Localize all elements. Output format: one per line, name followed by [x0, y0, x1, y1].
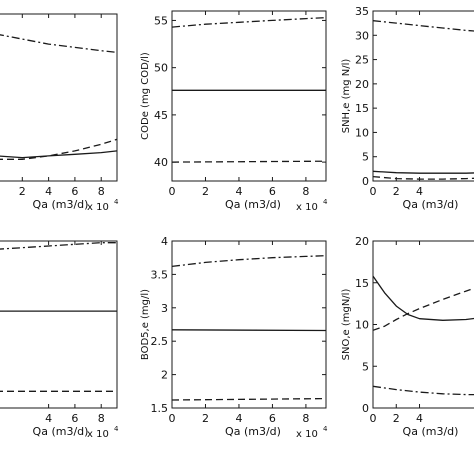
- chart-1-x-multiplier-exponent: 4: [114, 198, 119, 206]
- chart-5-y-tick-label: 4: [161, 235, 168, 248]
- chart-5-series-group: [172, 255, 326, 401]
- chart-5-y-tick-label: 2.5: [151, 335, 169, 348]
- chart-4-x-multiplier-exponent: 4: [114, 425, 119, 433]
- chart-2-x-axis-label: Qa (m3/d): [225, 198, 281, 211]
- chart-6-series-3-dashdot-line: [373, 385, 474, 396]
- chart-5-x-tick-label: 0: [169, 412, 176, 425]
- chart-6-series-group: [373, 275, 474, 396]
- chart-6-series-1-solid-line: [373, 275, 474, 321]
- chart-1-x-tick-label: 6: [71, 185, 78, 198]
- chart-6-series-2-dashed-line: [373, 287, 474, 331]
- chart-2-x-tick-label: 4: [235, 185, 242, 198]
- chart-3-y-axis-label: SNH,e (mg N/l): [341, 59, 352, 134]
- chart-2-x-tick-label: 2: [202, 185, 209, 198]
- chart-5-x-multiplier: x 10: [296, 429, 318, 440]
- chart-3-series-2-solid-line: [373, 170, 474, 174]
- chart-2-series-1-dashdot-line: [172, 16, 326, 28]
- chart-1-x-axis-label: Qa (m3/d): [33, 198, 89, 211]
- chart-3-y-tick-label: 15: [355, 102, 369, 115]
- chart-4-x-tick-label: 4: [45, 412, 52, 425]
- chart-5-x-tick-label: 6: [269, 412, 276, 425]
- chart-5-x-axis-label: Qa (m3/d): [225, 425, 281, 438]
- chart-2-y-tick-label: 40: [154, 156, 168, 169]
- chart-1-plot-frame: [0, 13, 118, 182]
- chart-2-x-tick-label: 6: [269, 185, 276, 198]
- chart-6-x-tick-label: 0: [370, 412, 377, 425]
- chart-2-plot-frame: [171, 10, 327, 182]
- chart-1-panel: 2 4 6 8 Qa (m3/d)x 10 4: [0, 13, 119, 213]
- chart-5-plot-frame: [171, 240, 327, 409]
- chart-6-x-tick-label: 4: [416, 412, 423, 425]
- chart-3-x-tick-label: 0: [370, 185, 377, 198]
- chart-6-x-axis-label: Qa (m3/d): [403, 425, 459, 438]
- chart-6-x-tick-label: 2: [393, 412, 400, 425]
- chart-5-series-2-solid-line: [172, 329, 326, 332]
- chart-4-series-1-dashdot-line: [0, 242, 117, 250]
- chart-4-x-tick-label: 6: [71, 412, 78, 425]
- chart-6-y-tick-label: 15: [355, 277, 369, 290]
- chart-3-y-tick-label: 0: [362, 175, 369, 188]
- chart-3-series-group: [373, 20, 474, 180]
- chart-3-x-axis-label: Qa (m3/d): [403, 198, 459, 211]
- chart-2-y-tick-label: 50: [154, 62, 168, 75]
- chart-4-x-tick-label: 8: [98, 412, 105, 425]
- chart-3-series-3-dashed-line: [373, 175, 474, 180]
- chart-1-x-tick-label: 4: [45, 185, 52, 198]
- chart-2-y-axis-label: CODe (mg COD/l): [140, 52, 151, 140]
- chart-1-x-tick-label: 2: [19, 185, 26, 198]
- chart-5-y-tick-label: 1.5: [151, 402, 169, 415]
- chart-6-y-tick-label: 0: [362, 402, 369, 415]
- chart-4-series-group: [0, 242, 117, 392]
- chart-1-series-2-dashed-line: [0, 138, 117, 160]
- chart-5-y-axis-label: BOD5,e (mg/l): [140, 289, 151, 360]
- chart-5-y-tick-label: 3.5: [151, 268, 169, 281]
- chart-2-x-tick-label: 8: [302, 185, 309, 198]
- chart-1-x-tick-label: 8: [98, 185, 105, 198]
- chart-6-y-axis-label: SNO,e (mgN/l): [341, 289, 352, 361]
- chart-3-plot-frame: [372, 10, 474, 182]
- chart-6-y-tick-label: 10: [355, 319, 369, 332]
- chart-2-series-group: [172, 16, 326, 163]
- chart-6-panel: 0 2 4 0 5 10 15 20 Qa (m3/d) SNO,e (mgN/l): [341, 235, 474, 438]
- chart-2-panel: 0 2 4 6 8 40 45 50 55 Qa (m3/d) x 10 4 CODe (mg COD/…: [140, 10, 328, 213]
- chart-4-x-axis-label: Qa (m3/d): [33, 425, 89, 438]
- chart-3-x-tick-label: 4: [416, 185, 423, 198]
- chart-6-y-tick-label: 5: [362, 360, 369, 373]
- chart-1-series-3-solid-line: [0, 150, 117, 159]
- chart-2-series-3-dashed-line: [172, 160, 326, 163]
- chart-5-series-3-dashed-line: [172, 397, 326, 401]
- chart-5-x-tick-label: 4: [235, 412, 242, 425]
- chart-6-y-tick-label: 20: [355, 235, 369, 248]
- chart-5-series-1-dashdot-line: [172, 255, 326, 268]
- chart-2-y-tick-label: 55: [154, 14, 168, 27]
- chart-4-x-multiplier: x 10: [87, 429, 109, 440]
- chart-1-x-multiplier: x 10: [87, 202, 109, 213]
- chart-2-x-multiplier-exponent: 4: [323, 198, 328, 206]
- chart-2-y-tick-label: 45: [154, 109, 168, 122]
- chart-3-y-tick-label: 20: [355, 78, 369, 91]
- chart-3-y-tick-label: 30: [355, 29, 369, 42]
- chart-3-panel: 0 2 4 0 5 10 15 20 25 30 35 Qa (m3/d) SNH,e (mg N/l): [341, 5, 474, 211]
- chart-5-y-tick-label: 3: [161, 302, 168, 315]
- chart-3-y-tick-label: 25: [355, 54, 369, 67]
- chart-3-series-1-dashdot-line: [373, 20, 474, 32]
- chart-2-x-tick-label: 0: [169, 185, 176, 198]
- chart-3-y-tick-label: 5: [362, 151, 369, 164]
- chart-5-x-multiplier-exponent: 4: [323, 425, 328, 433]
- chart-3-y-tick-label: 35: [355, 5, 369, 18]
- chart-2-x-multiplier: x 10: [296, 202, 318, 213]
- chart-3-x-tick-label: 2: [393, 185, 400, 198]
- chart-1-series-group: [0, 34, 117, 160]
- chart-1-series-1-dashdot-line: [0, 34, 117, 54]
- chart-4-plot-frame: [0, 240, 118, 409]
- chart-4-panel: 4 6 8 Qa (m3/d)x 10 4: [0, 240, 119, 440]
- chart-5-y-tick-label: 2: [161, 369, 168, 382]
- chart-5-x-tick-label: 2: [202, 412, 209, 425]
- chart-5-x-tick-label: 8: [302, 412, 309, 425]
- chart-3-y-tick-label: 10: [355, 126, 369, 139]
